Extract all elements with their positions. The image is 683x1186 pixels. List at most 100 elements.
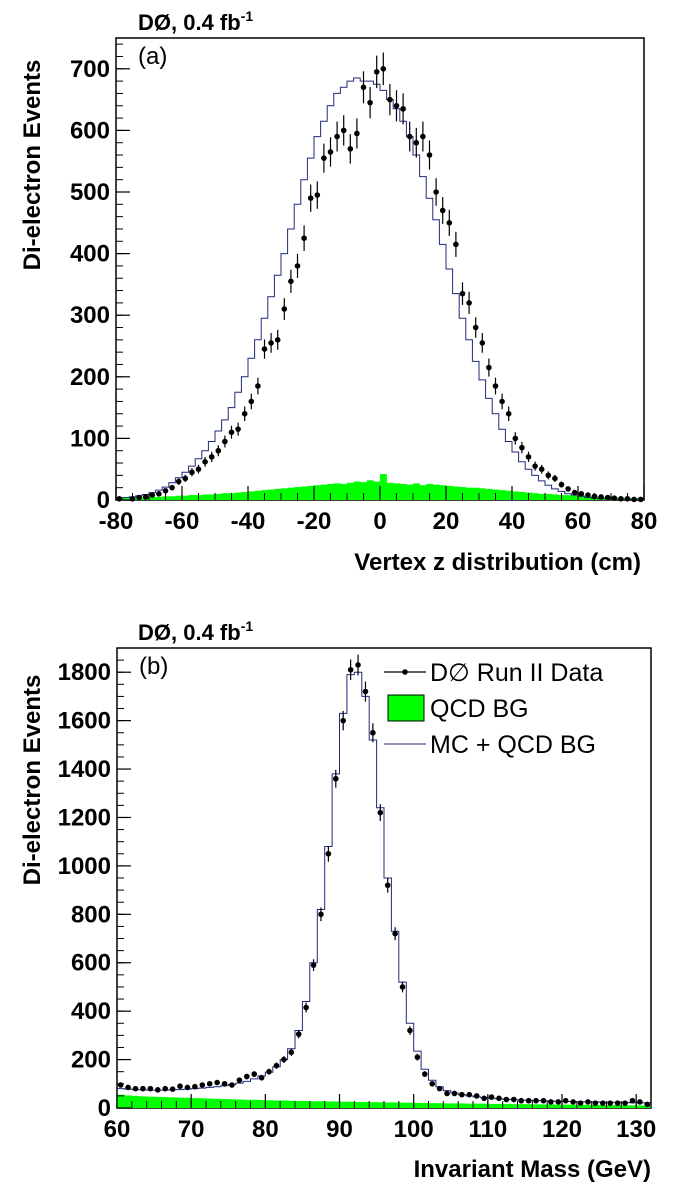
- data-point: [221, 1080, 228, 1087]
- panel-b-ylabel: Di-electron Events: [19, 675, 46, 886]
- data-point: [421, 1071, 428, 1077]
- y-tick-label: 100: [70, 425, 110, 452]
- data-point: [644, 1101, 651, 1108]
- data-point: [607, 1100, 614, 1106]
- qcd-bg-bar: [479, 488, 486, 500]
- data-point: [565, 486, 571, 492]
- qcd-bg-bar: [428, 1103, 437, 1108]
- data-point: [466, 300, 472, 306]
- qcd-bg-bar: [398, 1102, 407, 1108]
- y-tick-label: 600: [70, 117, 110, 144]
- panel-a-xlabel: Vertex z distribution (cm): [354, 549, 641, 576]
- data-point: [439, 207, 446, 214]
- data-point: [162, 487, 169, 494]
- qcd-bg-bar: [215, 493, 222, 500]
- qcd-bg-bar: [241, 491, 249, 500]
- qcd-bg-bar: [628, 1105, 637, 1108]
- data-point: [354, 130, 360, 137]
- qcd-bg-bar: [302, 1100, 311, 1108]
- x-tick-label: -40: [231, 508, 266, 535]
- qcd-bg-bar: [498, 490, 506, 500]
- data-point: [169, 1086, 176, 1092]
- x-tick-label: 100: [394, 1116, 434, 1143]
- qcd-bg-bar: [272, 1100, 281, 1108]
- x-tick-label: 80: [252, 1116, 279, 1143]
- qcd-bg-bar: [191, 1098, 199, 1108]
- qcd-bg-bar: [458, 1103, 466, 1108]
- qcd-bg-bar: [213, 1098, 222, 1108]
- qcd-bg-bar: [324, 1101, 333, 1108]
- qcd-bg-bar: [531, 493, 539, 500]
- qcd-bg-bar: [576, 1104, 585, 1108]
- qcd-bg-bar: [332, 1101, 340, 1108]
- data-point: [552, 475, 558, 482]
- data-point: [436, 1085, 443, 1092]
- data-point: [414, 1054, 421, 1060]
- data-point: [592, 1100, 599, 1106]
- data-point: [206, 1080, 213, 1087]
- qcd-bg-bar: [413, 1102, 422, 1108]
- qcd-bg-bar: [512, 491, 519, 500]
- y-tick-label: 1000: [58, 853, 111, 880]
- y-tick-label: 400: [70, 241, 110, 268]
- data-point: [496, 1095, 502, 1102]
- data-point: [532, 463, 538, 469]
- qcd-bg-bar: [562, 1104, 570, 1108]
- plot-frame: [115, 37, 645, 501]
- data-point: [235, 426, 241, 432]
- qcd-bg-bar: [287, 1100, 296, 1108]
- y-tick-label: 200: [71, 1047, 111, 1074]
- qcd-bg-bar: [168, 1097, 177, 1108]
- data-point: [540, 1097, 547, 1104]
- data-point: [446, 220, 453, 226]
- data-point: [578, 491, 585, 497]
- x-tick-label: 40: [499, 508, 526, 535]
- data-point: [261, 346, 268, 352]
- data-point: [466, 1091, 473, 1098]
- qcd-bg-bar: [146, 1096, 155, 1108]
- qcd-bg-bar: [487, 1103, 496, 1108]
- data-point: [533, 1097, 539, 1104]
- qcd-bg-bar: [161, 1097, 170, 1108]
- panel-a-ylabel: Di-electron Events: [19, 60, 46, 271]
- qcd-bg-bar: [495, 1103, 503, 1108]
- data-point: [255, 383, 261, 389]
- data-point: [393, 102, 400, 109]
- qcd-bg-bar: [538, 493, 546, 500]
- data-point: [156, 491, 162, 497]
- data-point: [228, 429, 235, 436]
- qcd-bg-bar: [139, 1096, 147, 1108]
- data-point: [327, 149, 334, 155]
- y-tick-label: 800: [71, 901, 111, 928]
- data-point: [413, 139, 420, 146]
- data-point: [294, 263, 301, 269]
- qcd-bg-bar: [554, 1104, 563, 1108]
- qcd-bg-bar: [309, 1101, 318, 1108]
- data-point: [473, 1093, 480, 1099]
- data-point: [384, 882, 391, 889]
- y-tick-label: 1800: [58, 659, 111, 686]
- data-point: [202, 459, 208, 465]
- x-tick-label: -60: [165, 508, 200, 535]
- qcd-bg-bar: [386, 482, 394, 500]
- data-point: [637, 496, 644, 503]
- data-point: [453, 241, 459, 248]
- data-point: [604, 494, 611, 501]
- qcd-bg-bar: [274, 488, 282, 500]
- qcd-bg-bar: [443, 1103, 452, 1108]
- data-point: [510, 1096, 517, 1103]
- qcd-bg-bar: [446, 485, 453, 500]
- data-point: [637, 1099, 643, 1105]
- panel-b-title-superscript: -1: [241, 618, 254, 634]
- data-point: [355, 662, 361, 668]
- y-tick-label: 1200: [58, 804, 111, 831]
- data-point: [243, 1073, 250, 1080]
- data-point: [548, 1099, 554, 1105]
- x-tick-label: 80: [631, 508, 658, 535]
- data-point: [459, 290, 466, 297]
- qcd-bg-bar: [621, 1105, 630, 1108]
- data-point: [570, 1099, 576, 1105]
- qcd-bg-bar: [234, 492, 242, 500]
- data-point: [492, 383, 499, 389]
